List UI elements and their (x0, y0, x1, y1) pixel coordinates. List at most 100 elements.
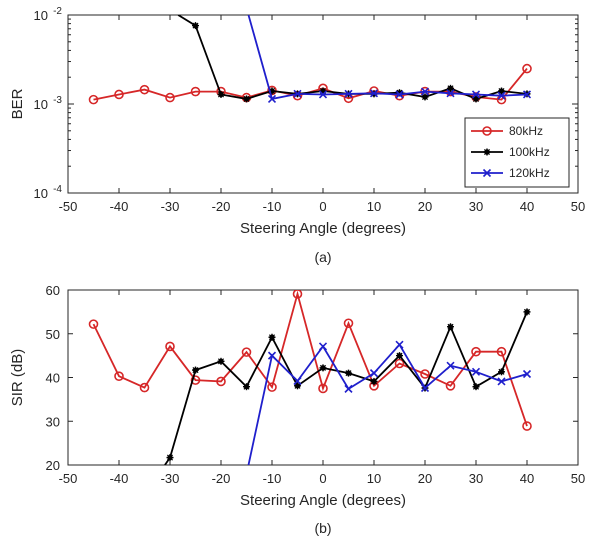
data-point-x (369, 369, 379, 378)
chart-a: -50 -40 -30 -20 -10 0 10 20 30 40 50 10 -4 10 -3 10 -2 St… (9, 6, 585, 265)
legend-label: 120kHz (509, 166, 550, 180)
x-tick-label: 10 (367, 199, 381, 214)
data-point-circle (139, 84, 150, 95)
series-line (247, 15, 528, 100)
data-point-asterisk (166, 454, 174, 462)
data-point-x (267, 94, 277, 104)
data-point-x (318, 342, 328, 351)
series-line (164, 311, 528, 465)
plot-area (67, 289, 579, 466)
data-point-asterisk (447, 84, 454, 92)
y-tick-exponent: -3 (53, 95, 62, 106)
data-point-asterisk (370, 377, 378, 385)
y-tick-label: 30 (46, 414, 60, 429)
x-tick-label: -50 (59, 199, 78, 214)
data-point-circle (216, 376, 226, 387)
data-point-circle (190, 86, 201, 97)
x-tick-label: -30 (161, 199, 180, 214)
data-point-asterisk (217, 90, 225, 98)
x-tick-label: -30 (161, 471, 180, 486)
panel-caption: (b) (314, 520, 331, 536)
x-tick-label: -40 (110, 471, 129, 486)
x-tick-label: 0 (319, 199, 326, 214)
x-tick-label: 0 (319, 471, 326, 486)
data-point-asterisk (345, 369, 352, 377)
x-tick-label: -20 (212, 199, 231, 214)
data-point-asterisk (319, 364, 327, 372)
panel-caption: (a) (314, 249, 331, 265)
data-point-x (293, 376, 302, 386)
x-tick-label: 40 (520, 199, 534, 214)
data-point-circle (292, 290, 303, 299)
data-point-circle (445, 381, 456, 391)
data-point-circle (482, 126, 492, 136)
data-point-circle (88, 319, 99, 329)
data-point-x (471, 90, 481, 99)
data-point-circle (318, 383, 328, 394)
x-tick-label: 50 (571, 199, 585, 214)
y-axis-label: SIR (dB) (9, 349, 26, 407)
y-tick-label: 20 (46, 458, 60, 473)
data-point-x (522, 90, 532, 99)
data-point-circle (343, 318, 354, 329)
data-point-x (446, 89, 455, 98)
data-point-x (395, 340, 404, 349)
data-point-x (344, 384, 353, 393)
chart-b: -50 -40 -30 -20 -10 0 10 20 30 40 50 20 30 40 50 60 Stee… (9, 283, 585, 536)
data-point-x (497, 377, 506, 386)
data-point-x (482, 168, 492, 178)
data-point-x (420, 383, 430, 393)
x-tick-label: 30 (469, 199, 483, 214)
data-point-circle (241, 347, 252, 357)
data-point-x (369, 89, 379, 98)
series-line (92, 290, 528, 427)
data-point-circle (139, 382, 150, 393)
data-point-circle (114, 89, 124, 100)
data-point-x (420, 87, 430, 96)
y-tick-label: 10 (34, 186, 48, 201)
data-point-asterisk (243, 95, 250, 103)
x-axis-label: Steering Angle (degrees) (240, 492, 406, 509)
data-point-x (471, 367, 481, 376)
data-point-circle (522, 63, 532, 74)
data-point-x (522, 369, 532, 379)
y-tick-label: 10 (34, 97, 48, 112)
data-point-x (267, 351, 277, 360)
data-point-asterisk (217, 357, 225, 365)
data-point-asterisk (294, 382, 301, 390)
data-point-x (446, 361, 455, 370)
y-tick-exponent: -2 (53, 6, 62, 17)
data-point-asterisk (192, 22, 199, 30)
legend-item: 80kHz (471, 124, 543, 138)
data-point-circle (88, 94, 99, 105)
y-tick-label: 60 (46, 283, 60, 298)
x-tick-label: 20 (418, 199, 432, 214)
x-axis-label: Steering Angle (degrees) (240, 220, 406, 237)
data-point-asterisk (243, 383, 250, 391)
data-point-circle (496, 346, 507, 357)
legend-item: 100kHz (471, 145, 550, 159)
x-tick-label: -10 (263, 199, 282, 214)
legend-label: 80kHz (509, 124, 543, 138)
data-point-asterisk (523, 308, 531, 316)
legend-label: 100kHz (509, 145, 550, 159)
data-point-x (395, 90, 404, 99)
legend: 80kHz 100kHz 120kHz (464, 117, 570, 188)
data-point-circle (471, 346, 481, 357)
x-tick-label: 10 (367, 471, 381, 486)
data-point-asterisk (268, 333, 276, 341)
legend-item: 120kHz (471, 166, 550, 180)
series-1 (164, 308, 531, 465)
data-point-asterisk (192, 366, 199, 374)
x-tick-label: 20 (418, 471, 432, 486)
data-point-x (497, 91, 506, 100)
data-point-circle (114, 371, 124, 381)
x-tick-label: -10 (263, 471, 282, 486)
series-2 (247, 15, 532, 104)
data-point-circle (420, 369, 430, 379)
data-point-asterisk (396, 352, 403, 360)
x-tick-label: -50 (59, 471, 78, 486)
x-tick-label: -40 (110, 199, 129, 214)
data-point-circle (165, 92, 175, 103)
